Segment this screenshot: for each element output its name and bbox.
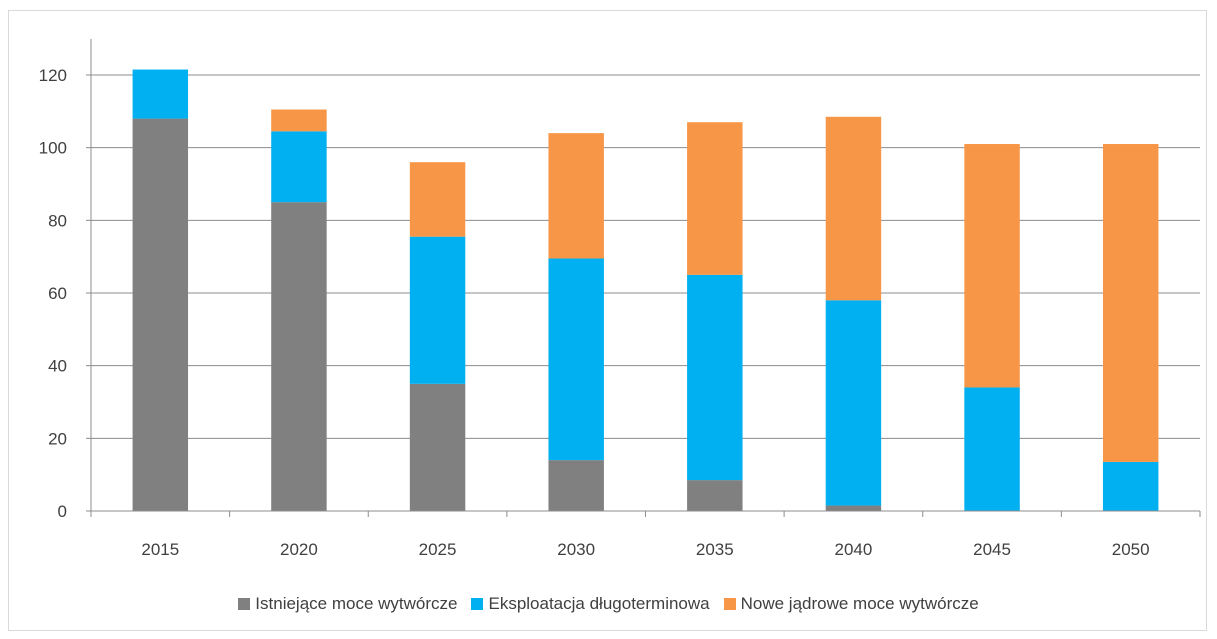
bar-segment-2-2035 (687, 122, 743, 275)
y-tick-label: 0 (58, 502, 67, 521)
bar-segment-0-2030 (548, 460, 604, 511)
y-tick-label: 60 (48, 284, 67, 303)
legend-item-long-term: Eksploatacja długoterminowa (471, 594, 710, 614)
bars (132, 69, 1159, 511)
bar-segment-0-2035 (687, 480, 743, 511)
bar-segment-2-2020 (271, 109, 327, 132)
legend-swatch-existing (238, 598, 251, 610)
x-tick-label: 2025 (419, 540, 457, 559)
x-tick-label: 2015 (141, 540, 179, 559)
bar-segment-0-2020 (271, 202, 327, 511)
legend: Istniejące moce wytwórcze Eksploatacja d… (0, 594, 1217, 614)
y-tick-label: 40 (48, 357, 67, 376)
axes (86, 39, 1201, 517)
x-tick-label: 2050 (1112, 540, 1150, 559)
legend-swatch-new-nuclear (723, 598, 736, 610)
bar-segment-2-2030 (548, 133, 604, 259)
y-tick-label: 20 (48, 429, 67, 448)
bar-segment-2-2025 (409, 162, 466, 237)
x-tick-label: 2035 (696, 540, 734, 559)
bar-segment-2-2045 (964, 144, 1020, 388)
legend-label-long-term: Eksploatacja długoterminowa (488, 594, 710, 613)
bar-segment-1-2030 (548, 258, 604, 461)
bar-segment-1-2015 (132, 69, 189, 119)
bar-segment-1-2035 (687, 274, 743, 481)
x-tick-label: 2045 (973, 540, 1011, 559)
bar-segment-1-2040 (825, 300, 882, 506)
bar-segment-1-2020 (271, 131, 327, 203)
legend-item-new-nuclear: Nowe jądrowe moce wytwórcze (723, 594, 979, 614)
bar-segment-2-2040 (825, 116, 882, 301)
bar-segment-0-2040 (825, 505, 882, 511)
legend-swatch-long-term (471, 598, 484, 610)
x-tick-label: 2030 (557, 540, 595, 559)
legend-item-existing: Istniejące moce wytwórcze (238, 594, 457, 614)
bar-segment-2-2050 (1102, 144, 1159, 462)
y-tick-label: 100 (39, 139, 67, 158)
gridlines (91, 74, 1200, 439)
x-tick-label: 2040 (835, 540, 873, 559)
bar-segment-1-2045 (964, 387, 1020, 511)
x-tick-label: 2020 (280, 540, 318, 559)
x-tick-labels: 2015 2020 2025 2030 2035 2040 2045 2050 (141, 540, 1149, 559)
y-tick-label: 80 (48, 211, 67, 230)
bar-segment-0-2015 (132, 118, 189, 511)
y-tick-label: 120 (39, 66, 67, 85)
legend-label-new-nuclear: Nowe jądrowe moce wytwórcze (740, 594, 979, 613)
y-tick-labels: 0 20 40 60 80 100 120 (39, 66, 67, 521)
bar-segment-1-2025 (409, 236, 466, 384)
bar-segment-1-2050 (1102, 461, 1159, 511)
bar-segment-0-2025 (409, 383, 466, 511)
legend-label-existing: Istniejące moce wytwórcze (255, 594, 458, 613)
